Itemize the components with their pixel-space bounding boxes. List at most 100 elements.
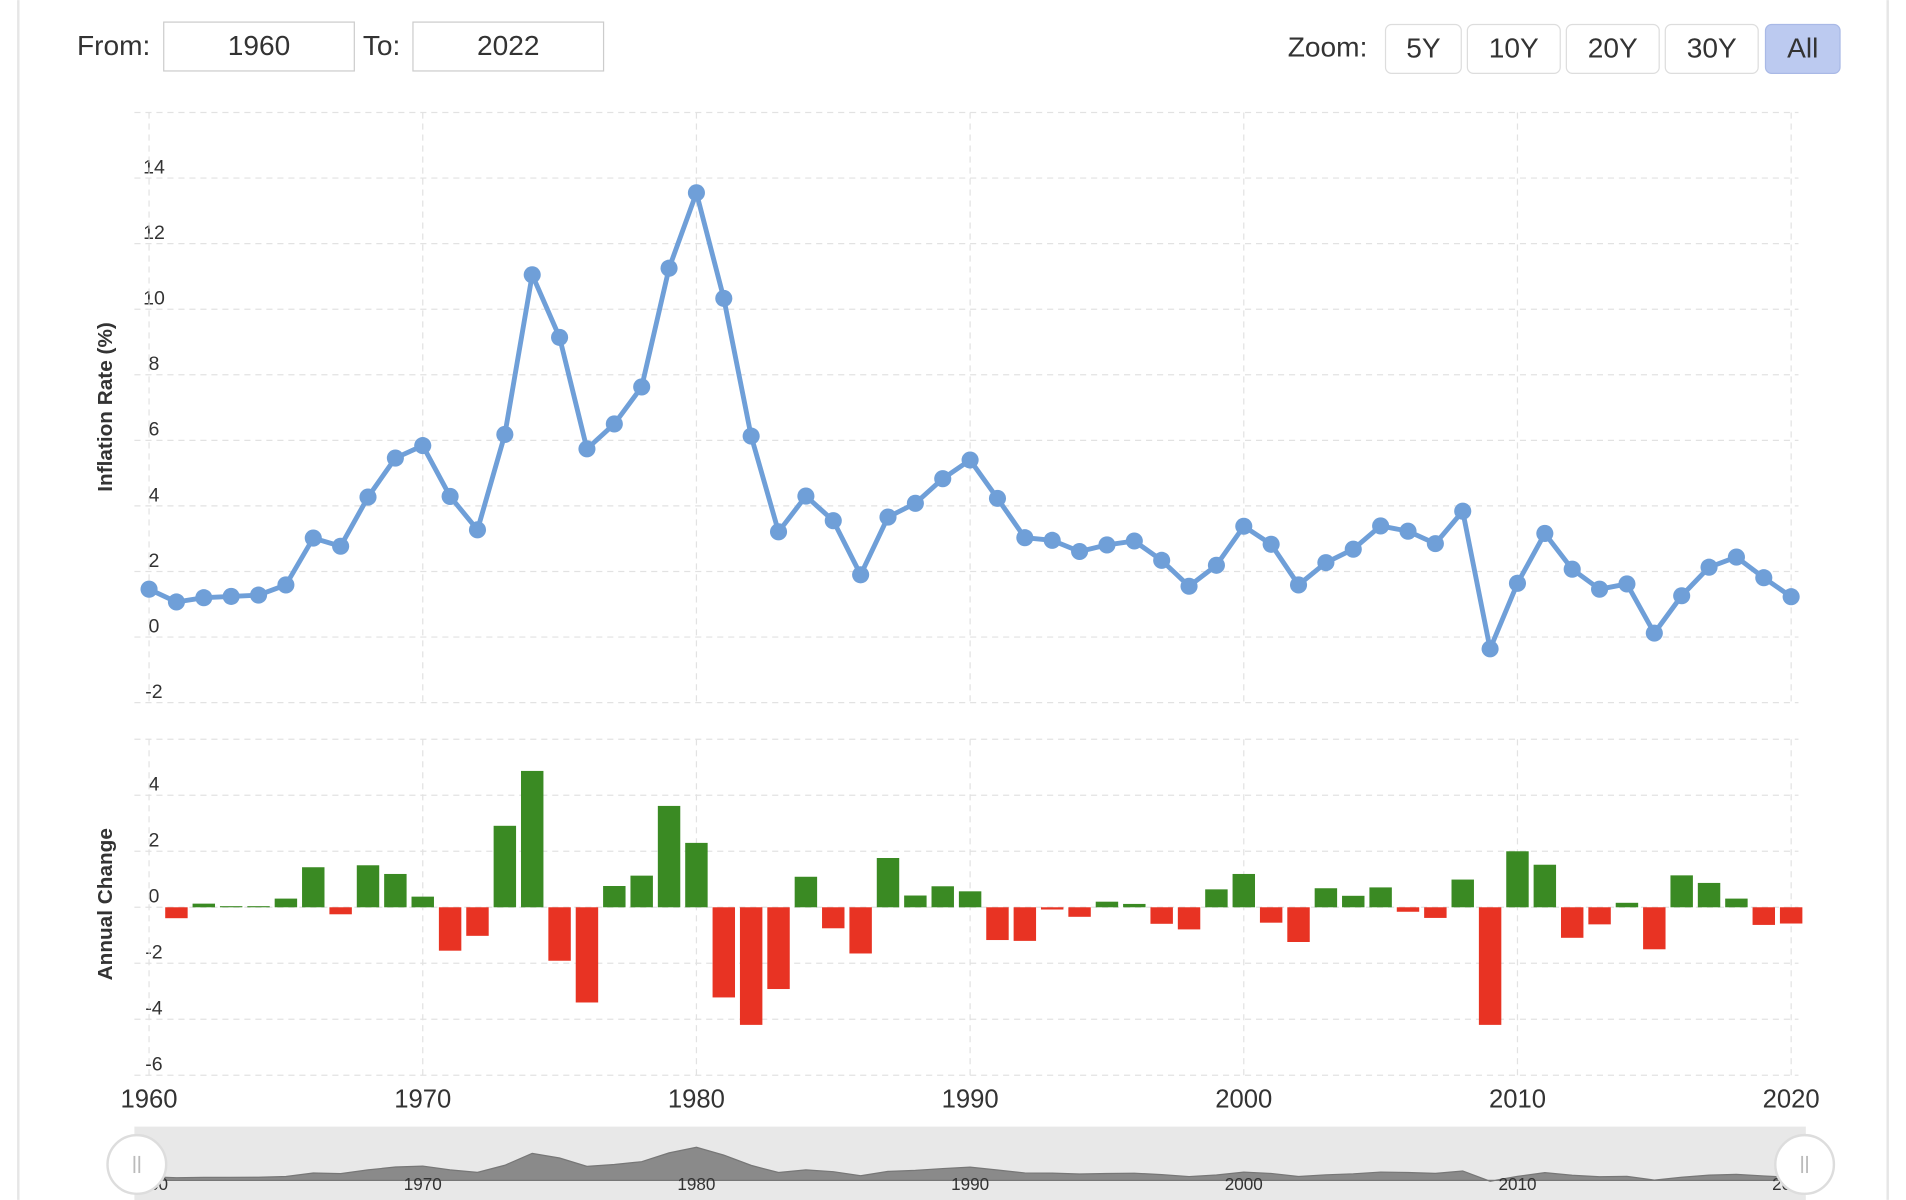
data-point — [742, 427, 760, 445]
zoom-button[interactable] — [1466, 23, 1561, 75]
data-point — [332, 537, 350, 555]
y-tick-label: -4 — [145, 998, 163, 1020]
x-tick-label: 2020 — [1763, 1086, 1820, 1114]
bar — [712, 907, 736, 998]
bar — [904, 895, 927, 908]
bar — [1779, 907, 1803, 924]
bar — [603, 886, 626, 908]
data-point — [769, 523, 788, 541]
bar — [1752, 907, 1776, 925]
data-point — [687, 184, 705, 202]
data-point — [1153, 551, 1171, 569]
zoom-button-label[interactable]: 20Y — [1588, 33, 1638, 64]
bar — [876, 858, 900, 908]
bar — [1725, 898, 1748, 908]
data-point — [1481, 640, 1499, 658]
y-tick-label: 0 — [149, 615, 160, 637]
data-point — [249, 586, 268, 604]
data-point — [1536, 524, 1554, 543]
bar — [1342, 895, 1365, 908]
bar — [1095, 901, 1119, 908]
bar — [466, 907, 489, 936]
data-point — [824, 512, 842, 530]
y-tick-label: 8 — [149, 353, 160, 375]
data-point — [523, 266, 541, 284]
bar — [274, 898, 298, 908]
data-point — [1782, 588, 1800, 606]
bar — [1040, 907, 1064, 910]
data-point — [961, 451, 979, 469]
y-tick-label: 2 — [149, 830, 160, 852]
data-point — [1591, 580, 1609, 598]
bar — [1314, 888, 1338, 908]
data-point — [1180, 577, 1198, 595]
bar — [1615, 902, 1639, 908]
data-point — [660, 259, 678, 277]
bar — [302, 867, 325, 908]
bar — [1177, 907, 1201, 930]
bar — [986, 907, 1009, 941]
data-point — [496, 425, 514, 444]
navigator-handle[interactable] — [106, 1133, 168, 1196]
data-point — [167, 593, 185, 611]
zoom-button[interactable] — [1384, 23, 1462, 75]
navigator-handle[interactable] — [1774, 1133, 1836, 1196]
bar — [849, 907, 872, 954]
bar — [1396, 907, 1420, 912]
from-input[interactable] — [163, 21, 355, 72]
data-point — [1755, 569, 1773, 587]
data-point — [633, 378, 651, 396]
y-tick-label: 4 — [149, 484, 160, 506]
data-point — [1645, 624, 1663, 642]
zoom-button-label[interactable]: 5Y — [1406, 33, 1441, 64]
data-point — [551, 328, 569, 346]
data-point — [1235, 517, 1253, 535]
bar — [575, 907, 599, 1003]
zoom-button[interactable] — [1565, 23, 1660, 75]
bar — [767, 907, 790, 990]
zoom-button-label[interactable]: 10Y — [1489, 33, 1539, 64]
navigator-background — [134, 1126, 1806, 1200]
data-point — [1673, 587, 1691, 605]
navigator-tick-label: 2000 — [1225, 1175, 1263, 1194]
zoom-button[interactable] — [1664, 23, 1759, 75]
data-point — [277, 576, 295, 594]
from-value[interactable]: 1960 — [228, 30, 290, 61]
bar — [1451, 879, 1474, 908]
navigator-tick-label: 1990 — [951, 1175, 989, 1194]
zoom-button-label[interactable]: 30Y — [1687, 33, 1737, 64]
bar — [165, 907, 188, 919]
y-tick-label: 2 — [149, 550, 160, 572]
bar — [1150, 907, 1173, 924]
bar — [1013, 907, 1037, 941]
navigator-area — [148, 1146, 1792, 1182]
to-value[interactable]: 2022 — [477, 30, 540, 61]
data-point — [879, 508, 897, 526]
from-label: From: — [77, 30, 150, 61]
bar — [958, 891, 982, 908]
bar — [739, 907, 763, 1025]
data-point — [304, 529, 322, 547]
bar — [1259, 907, 1283, 923]
bar — [794, 876, 818, 908]
x-tick-label: 1990 — [942, 1086, 999, 1114]
bar — [1670, 875, 1693, 908]
to-input[interactable] — [412, 21, 605, 72]
data-point — [1098, 536, 1116, 554]
zoom-button-label[interactable]: All — [1787, 33, 1818, 64]
data-point — [195, 589, 213, 607]
data-point — [1508, 574, 1527, 592]
bar — [219, 906, 243, 908]
data-point — [797, 487, 815, 505]
bar — [1506, 851, 1529, 908]
zoom-button[interactable] — [1764, 23, 1841, 75]
y-tick-label: 12 — [143, 222, 165, 244]
data-point — [605, 415, 623, 433]
bar — [1533, 864, 1557, 908]
x-tick-label: 1960 — [121, 1086, 178, 1114]
bar — [657, 805, 681, 908]
bar — [493, 825, 517, 908]
bar — [931, 886, 954, 908]
bar — [520, 770, 544, 908]
